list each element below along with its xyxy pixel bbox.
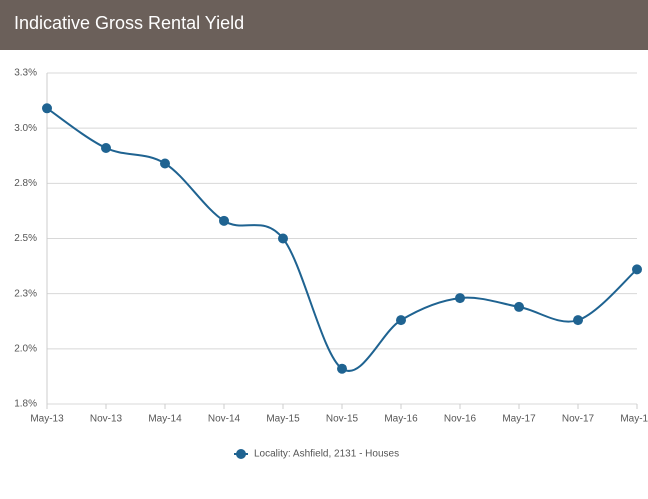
point xyxy=(337,363,347,374)
header: Indicative Gross Rental Yield xyxy=(0,0,648,50)
point xyxy=(42,103,52,114)
y-tick-label: 1.8% xyxy=(14,399,37,410)
point xyxy=(219,215,229,226)
x-tick-label: May-18 xyxy=(620,414,648,425)
y-tick-label: 3.3% xyxy=(14,68,37,79)
chart: 1.8% 2.0% 2.3% 2.5% 2.8% 3.0% 3.3% May-13 Nov-13… xyxy=(0,50,648,499)
x-tick-label: May-16 xyxy=(384,414,418,425)
y-tick-label: 3.0% xyxy=(14,123,37,134)
x-tick-label: May-15 xyxy=(266,414,300,425)
point xyxy=(101,143,111,154)
x-tick-label: May-17 xyxy=(502,414,536,425)
x-tick-label: Nov-15 xyxy=(326,414,359,425)
chart-title: Indicative Gross Rental Yield xyxy=(14,13,245,33)
point xyxy=(278,233,288,244)
y-tick-label: 2.8% xyxy=(14,178,37,189)
x-tick-label: Nov-17 xyxy=(562,414,595,425)
x-tick-label: May-13 xyxy=(30,414,64,425)
line xyxy=(46,107,638,372)
point xyxy=(396,315,406,326)
legend-marker xyxy=(236,449,246,459)
legend-label: Locality: Ashfield, 2131 - Houses xyxy=(254,449,399,460)
point xyxy=(455,293,465,304)
point xyxy=(573,315,583,326)
y-tick-label: 2.0% xyxy=(14,343,37,354)
point xyxy=(160,158,170,169)
y-tick-label: 2.3% xyxy=(14,288,37,299)
x-tick-label: May-14 xyxy=(148,414,182,425)
x-tick-label: Nov-16 xyxy=(444,414,477,425)
point xyxy=(632,264,642,275)
x-tick-label: Nov-13 xyxy=(90,414,123,425)
point xyxy=(514,301,524,312)
background xyxy=(0,50,648,499)
x-tick-label: Nov-14 xyxy=(208,414,241,425)
y-tick-label: 2.5% xyxy=(14,233,37,244)
